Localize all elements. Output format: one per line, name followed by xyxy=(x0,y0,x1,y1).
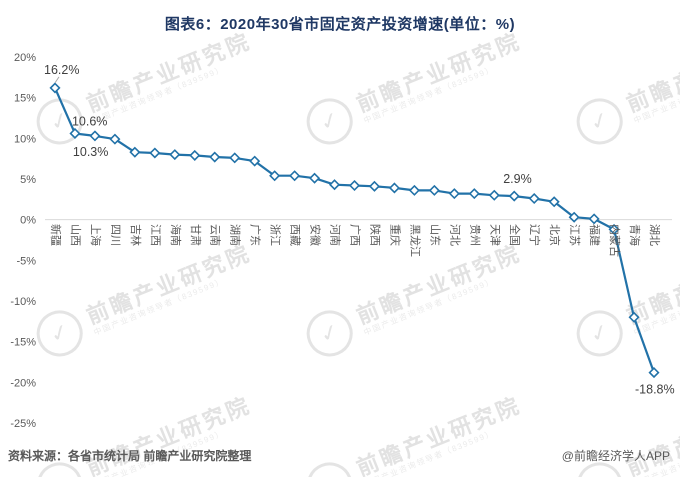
chart-title: 图表6：2020年30省市固定资产投资增速(单位：%) xyxy=(164,16,516,33)
data-point-marker xyxy=(588,213,600,225)
x-axis-label: 陕西 xyxy=(369,224,383,246)
app-credit: @前瞻经济学人APP xyxy=(561,449,670,463)
data-point-marker xyxy=(348,179,361,192)
x-axis-label: 福建 xyxy=(588,224,602,246)
data-point-marker xyxy=(608,223,620,235)
data-point-marker xyxy=(49,82,61,94)
source-note: 资料来源：各省市统计局 前瞻产业研究院整理 xyxy=(8,449,252,463)
data-point-marker xyxy=(448,188,460,200)
y-axis-tick-label: 10% xyxy=(14,133,36,145)
data-label: -18.8% xyxy=(635,383,675,397)
x-axis-label: 全国 xyxy=(508,224,522,246)
x-axis-label: 海南 xyxy=(169,224,183,246)
data-point-marker xyxy=(289,170,301,182)
x-axis-label: 西藏 xyxy=(289,224,302,246)
data-point-marker xyxy=(309,172,321,184)
x-axis-label: 云南 xyxy=(209,224,222,246)
x-axis-label: 湖北 xyxy=(648,224,661,246)
x-axis-label: 山东 xyxy=(428,224,441,246)
data-point-marker xyxy=(269,170,281,182)
x-axis-label: 广东 xyxy=(249,224,262,246)
x-axis-label: 四川 xyxy=(109,224,121,246)
data-point-marker xyxy=(89,130,101,142)
data-point-marker xyxy=(329,179,341,191)
data-point-marker xyxy=(508,190,520,202)
x-axis-label: 重庆 xyxy=(388,224,402,246)
x-axis-label: 河北 xyxy=(448,224,461,246)
x-axis-label: 广西 xyxy=(349,224,362,246)
y-axis-tick-label: -15% xyxy=(10,337,36,349)
y-axis-tick-label: -10% xyxy=(10,296,36,308)
data-label: 10.3% xyxy=(73,145,108,159)
x-axis-label: 甘肃 xyxy=(189,224,202,246)
chart-footer: 资料来源：各省市统计局 前瞻产业研究院整理 @前瞻经济学人APP xyxy=(0,447,680,477)
x-axis-label: 内蒙古 xyxy=(608,224,622,257)
data-point-marker xyxy=(528,192,540,205)
data-label: 2.9% xyxy=(503,172,532,186)
data-point-marker xyxy=(428,184,440,196)
x-axis-label: 贵州 xyxy=(468,224,481,246)
data-point-marker xyxy=(149,147,161,159)
annotation-leader-line xyxy=(54,76,60,84)
x-axis-label: 河南 xyxy=(329,224,342,246)
data-point-marker xyxy=(368,180,380,192)
x-axis-label: 山西 xyxy=(69,224,82,246)
x-axis-label: 天津 xyxy=(488,224,501,246)
y-axis-tick-label: -5% xyxy=(16,255,36,267)
y-axis-tick-label: -25% xyxy=(10,418,36,430)
data-label: 16.2% xyxy=(44,63,79,77)
data-point-marker xyxy=(229,152,241,164)
x-axis-label: 黑龙江 xyxy=(408,224,421,257)
x-axis-label: 吉林 xyxy=(129,224,143,246)
data-point-marker xyxy=(408,184,420,196)
y-axis-tick-label: 5% xyxy=(20,174,36,186)
data-point-marker xyxy=(249,155,261,167)
data-point-marker xyxy=(548,196,560,208)
x-axis-label: 青海 xyxy=(628,224,642,246)
x-axis-label: 浙江 xyxy=(269,224,282,246)
data-point-marker xyxy=(568,211,580,223)
data-point-marker xyxy=(628,311,640,323)
data-point-marker xyxy=(488,189,500,201)
x-axis-label: 辽宁 xyxy=(528,224,542,246)
data-label: 10.6% xyxy=(72,114,107,128)
data-point-marker xyxy=(209,151,221,163)
data-point-marker xyxy=(388,182,400,194)
x-axis-label: 北京 xyxy=(548,224,562,246)
y-axis-tick-label: 20% xyxy=(14,52,36,64)
data-point-marker xyxy=(109,133,121,145)
data-point-marker xyxy=(468,188,480,200)
y-axis-tick-label: -20% xyxy=(10,377,36,389)
x-axis-label: 安徽 xyxy=(309,224,323,246)
data-point-marker xyxy=(129,146,141,158)
data-point-marker xyxy=(169,149,181,161)
y-axis-tick-label: 15% xyxy=(14,93,36,105)
data-point-marker xyxy=(69,127,81,139)
x-axis-label: 江苏 xyxy=(568,224,581,246)
data-point-marker xyxy=(189,149,201,161)
data-point-marker xyxy=(648,367,660,379)
x-axis-label: 上海 xyxy=(89,224,103,246)
y-axis-tick-label: 0% xyxy=(20,215,36,227)
x-axis-label: 江西 xyxy=(149,224,162,246)
x-axis-label: 湖南 xyxy=(229,224,242,246)
x-axis-label: 新疆 xyxy=(49,224,63,246)
